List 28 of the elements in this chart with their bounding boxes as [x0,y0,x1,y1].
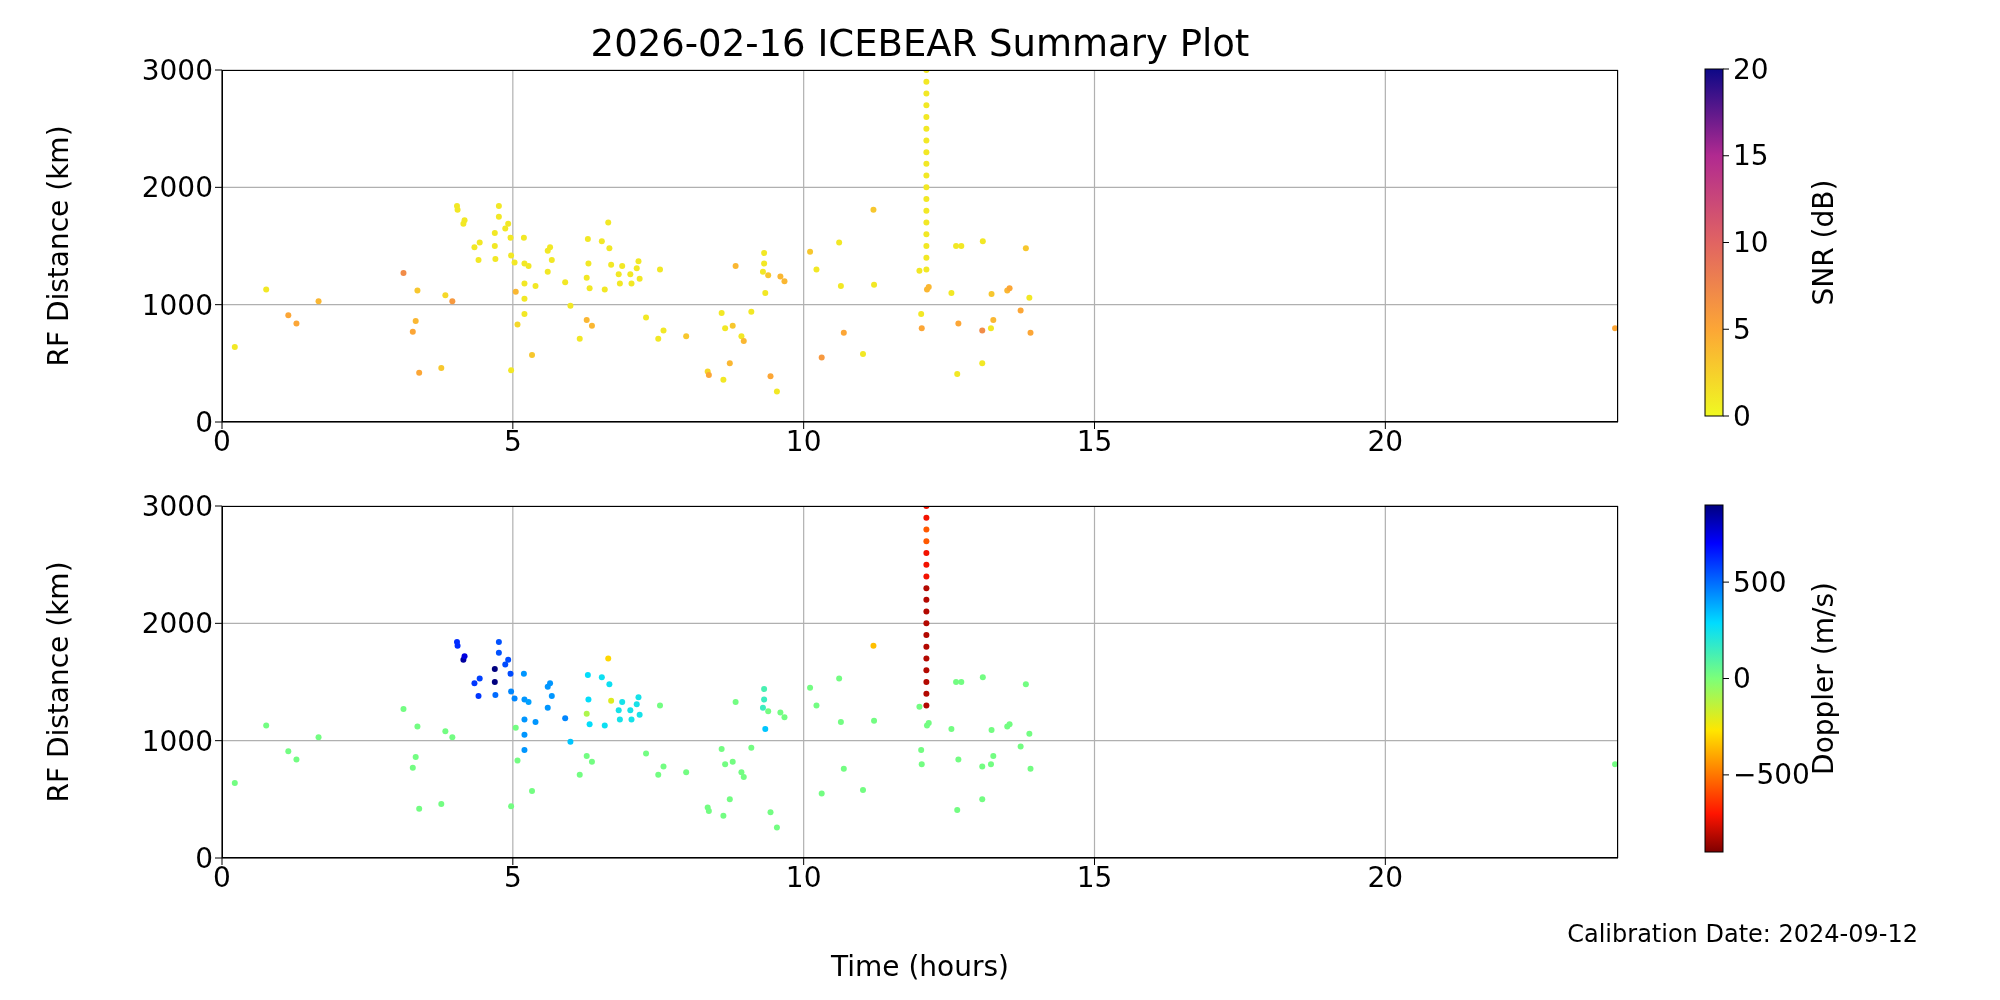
x-tick-label: 5 [503,424,522,458]
x-tick-label: 20 [1367,860,1404,894]
color-bar-label: 15 [1733,139,1769,173]
y-axis-title: RF Distance (km) [41,125,75,367]
x-tick-label: 15 [1076,860,1113,894]
color-bar-label: 20 [1733,52,1769,86]
chart-title: 2026-02-16 ICEBEAR Summary Plot [589,22,1251,65]
y-tick-label: 1000 [141,288,213,322]
y-tick-label: 2000 [141,171,213,205]
y-tick-label: 3000 [141,53,213,87]
color-bar-label: −500 [1733,758,1810,792]
x-axis-title: Time (hours) [830,950,1009,983]
x-tick-label: 10 [785,860,822,894]
color-bar-label: 0 [1733,662,1751,695]
y-tick-label: 3000 [141,489,213,523]
color-bar-label: 5 [1733,312,1751,346]
color-bar-label: 0 [1733,399,1751,433]
color-bar-title: SNR (dB) [1806,179,1840,306]
x-tick-label: 15 [1076,424,1113,458]
y-tick-label: 1000 [141,724,213,758]
x-tick-label: 5 [503,860,522,894]
x-tick-label: 10 [785,424,822,458]
text: Calibration Date: 2024-09-12 [1567,920,1918,948]
y-axis-title: RF Distance (km) [41,561,75,803]
color-bar-label: 10 [1733,226,1769,259]
x-tick-label: 20 [1367,424,1404,458]
y-tick-label: 2000 [141,607,213,641]
color-bar-label: 500 [1733,565,1787,599]
